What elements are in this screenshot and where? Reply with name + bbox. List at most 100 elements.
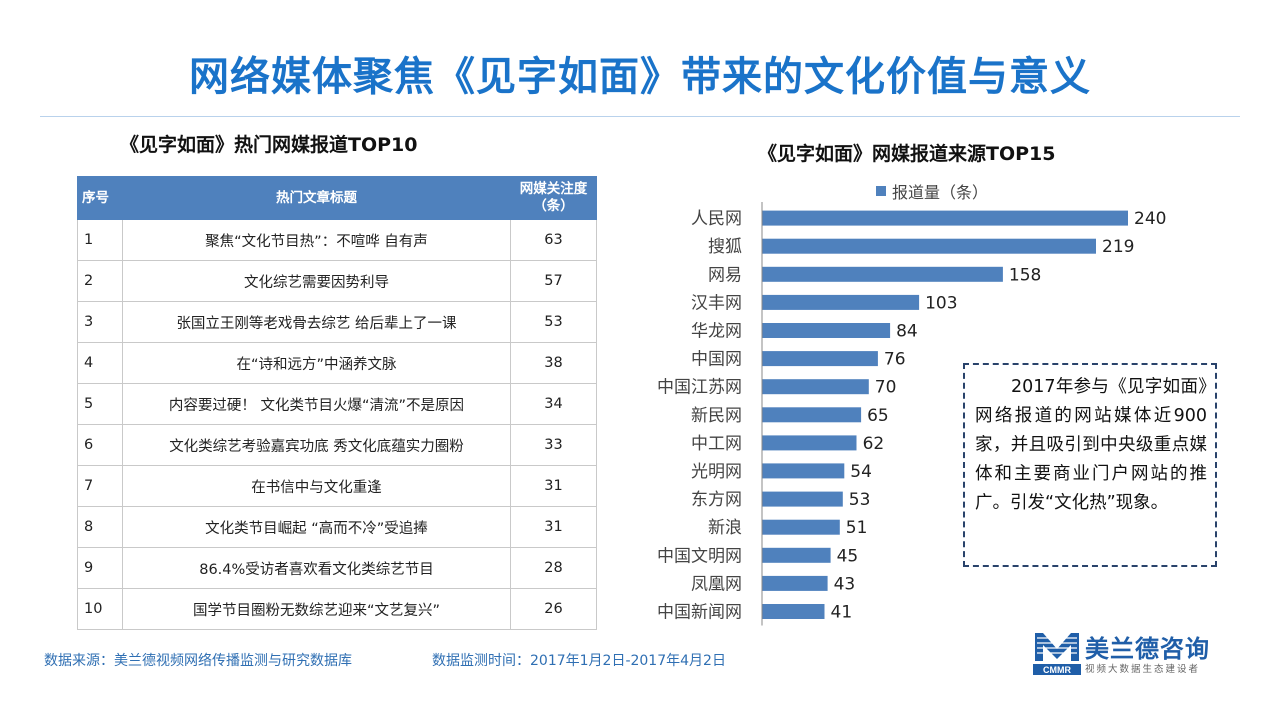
category-label: 中国网	[691, 350, 742, 370]
title-divider	[40, 116, 1240, 117]
bar	[762, 575, 828, 591]
row-title: 文化类节目崛起 “高而不冷”受追捧	[122, 506, 511, 548]
table-row: 7 在书信中与文化重逢 31	[77, 465, 597, 507]
legend-swatch	[876, 186, 886, 196]
row-num: 10	[77, 588, 123, 630]
data-label: 70	[875, 378, 897, 398]
data-label: 65	[867, 406, 889, 426]
data-label: 62	[863, 434, 885, 454]
bar	[762, 491, 843, 507]
table-title: 《见字如面》热门网媒报道TOP10	[120, 134, 418, 156]
logo-name: 美兰德咨询	[1085, 635, 1210, 663]
data-label: 53	[849, 490, 871, 510]
data-label: 84	[896, 322, 918, 342]
table-row: 2 文化综艺需要因势利导 57	[77, 260, 597, 302]
data-label: 51	[846, 518, 868, 538]
bar	[762, 323, 891, 338]
data-label: 41	[831, 603, 853, 623]
row-num: 3	[77, 301, 123, 343]
bar	[762, 266, 1003, 282]
header-title: 热门文章标题	[122, 176, 511, 220]
bar	[762, 604, 825, 619]
summary-note: 2017年参与《见字如面》网络报道的网站媒体近900家，并且吸引到中央级重点媒体…	[963, 363, 1217, 567]
row-title: 在书信中与文化重逢	[122, 465, 511, 507]
bar	[762, 294, 920, 310]
category-label: 网易	[708, 265, 742, 285]
category-label: 中国文明网	[657, 546, 742, 566]
row-num: 4	[77, 342, 123, 384]
data-label: 158	[1009, 265, 1041, 285]
category-label: 新浪	[708, 518, 742, 538]
row-num: 2	[77, 260, 123, 302]
category-label: 新民网	[691, 406, 742, 426]
page-title: 网络媒体聚焦《见字如面》带来的文化价值与意义	[189, 54, 1091, 100]
category-label: 中工网	[691, 434, 742, 454]
chart-title: 《见字如面》网媒报道来源TOP15	[758, 143, 1056, 165]
category-label: 东方网	[691, 490, 742, 510]
category-label: 光明网	[691, 462, 742, 482]
chart-legend: 报道量（条）	[876, 179, 988, 203]
bar	[762, 463, 845, 479]
data-period: 数据监测时间：2017年1月2日-2017年4月2日	[432, 653, 726, 669]
row-title: 张国立王刚等老戏骨去综艺 给后辈上了一课	[122, 301, 511, 343]
row-title: 在“诗和远方”中涵养文脉	[122, 342, 511, 384]
category-label: 搜狐	[708, 237, 742, 257]
row-value: 28	[510, 547, 597, 589]
bar	[762, 519, 840, 535]
row-num: 8	[77, 506, 123, 548]
row-title: 86.4%受访者喜欢看文化类综艺节目	[122, 547, 511, 589]
row-value: 34	[510, 383, 597, 425]
row-num: 6	[77, 424, 123, 466]
bar	[762, 435, 857, 451]
row-value: 31	[510, 465, 597, 507]
row-title: 文化类综艺考验嘉宾功底 秀文化底蕴实力圈粉	[122, 424, 511, 466]
category-label: 汉丰网	[691, 293, 742, 313]
row-num: 5	[77, 383, 123, 425]
header-value: 网媒关注度（条）	[510, 176, 597, 220]
row-value: 33	[510, 424, 597, 466]
row-value: 38	[510, 342, 597, 384]
row-title: 国学节目圈粉无数综艺迎来“文艺复兴”	[122, 588, 511, 630]
table-header-row: 序号 热门文章标题 网媒关注度（条）	[77, 176, 597, 220]
bar	[762, 210, 1128, 226]
row-num: 7	[77, 465, 123, 507]
row-title: 文化综艺需要因势利导	[122, 260, 511, 302]
table-row: 4 在“诗和远方”中涵养文脉 38	[77, 342, 597, 384]
data-label: 43	[834, 574, 856, 594]
data-label: 54	[850, 462, 872, 482]
row-value: 57	[510, 260, 597, 302]
data-label: 240	[1134, 209, 1166, 229]
hot-articles-table: 序号 热门文章标题 网媒关注度（条） 1 聚焦“文化节目热”：不喧哗 自有声 63 2…	[77, 176, 597, 630]
category-label: 华龙网	[691, 322, 742, 342]
data-label: 76	[884, 350, 906, 370]
table-row: 6 文化类综艺考验嘉宾功底 秀文化底蕴实力圈粉 33	[77, 424, 597, 466]
row-num: 1	[77, 219, 123, 261]
row-title: 聚焦“文化节目热”：不喧哗 自有声	[122, 219, 511, 261]
table-body: 1 聚焦“文化节目热”：不喧哗 自有声 63 2 文化综艺需要因势利导 57 3 张国立王刚等…	[77, 219, 597, 630]
bar	[762, 238, 1096, 254]
header-num: 序号	[77, 176, 123, 220]
data-label: 219	[1102, 237, 1134, 257]
row-value: 63	[510, 219, 597, 261]
row-value: 31	[510, 506, 597, 548]
table-row: 3 张国立王刚等老戏骨去综艺 给后辈上了一课 53	[77, 301, 597, 343]
table-row: 5 内容要过硬！ 文化类节目火爆“清流”不是原因 34	[77, 383, 597, 425]
table-row: 8 文化类节目崛起 “高而不冷”受追捧 31	[77, 506, 597, 548]
logo-tagline: 视频大数据生态建设者	[1085, 664, 1201, 675]
bar	[762, 407, 862, 423]
row-num: 9	[77, 547, 123, 589]
sources-bar-chart: 人民网 240 搜狐 219 网易 158 汉丰网 103 华龙网 84 中国网 76 中国江苏网 70 新…	[657, 202, 1166, 626]
category-label: 中国新闻网	[657, 603, 742, 623]
bar	[762, 547, 831, 563]
data-label: 45	[837, 546, 859, 566]
data-label: 103	[925, 293, 957, 313]
logo-mark-sub: CMMR	[1043, 665, 1071, 675]
data-source: 数据来源：美兰德视频网络传播监测与研究数据库	[44, 653, 352, 669]
row-value: 26	[510, 588, 597, 630]
cmmr-logo-mark: CMMR	[1033, 629, 1081, 675]
category-label: 凤凰网	[691, 574, 742, 594]
table-row: 10 国学节目圈粉无数综艺迎来“文艺复兴” 26	[77, 588, 597, 630]
table-row: 1 聚焦“文化节目热”：不喧哗 自有声 63	[77, 219, 597, 261]
bar	[762, 379, 869, 395]
category-label: 人民网	[691, 209, 742, 229]
